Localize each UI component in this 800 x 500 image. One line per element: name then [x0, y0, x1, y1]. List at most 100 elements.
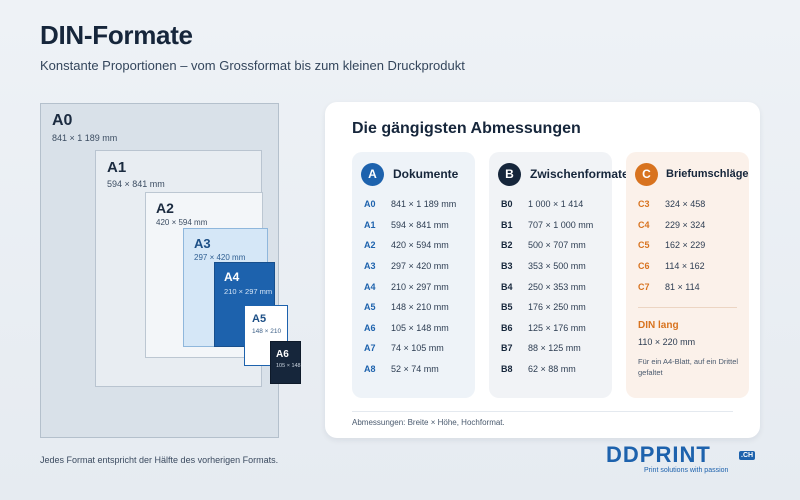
badge-b: B [498, 162, 521, 186]
badge-c: C [635, 162, 658, 186]
list-item: B0 1 000 × 1 414 [501, 194, 593, 215]
list-item: C5 162 × 229 [638, 235, 705, 256]
din-lang-dim: 110 × 220 mm [638, 337, 696, 347]
column-title: Zwischenformate [530, 167, 629, 181]
format-dim: 88 × 125 mm [528, 343, 581, 354]
format-code: B5 [501, 302, 513, 313]
list-item: A0 841 × 1 189 mm [364, 194, 456, 215]
format-dim: 841 × 1 189 mm [391, 199, 457, 210]
format-code: C6 [638, 261, 650, 272]
format-code: B4 [501, 281, 513, 292]
column-title: Dokumente [393, 167, 459, 181]
format-code: B0 [501, 199, 513, 210]
format-dim: 81 × 114 [665, 281, 700, 292]
format-code: B1 [501, 219, 513, 230]
list-item: C3 324 × 458 [638, 194, 705, 215]
format-dim: 176 × 250 mm [528, 302, 586, 313]
format-code: A4 [364, 281, 376, 292]
format-dim: 229 × 324 [665, 219, 706, 230]
format-dim: 105 × 148 mm [391, 322, 449, 333]
column-header: C Briefumschläge [635, 162, 749, 186]
list-item: C7 81 × 114 [638, 276, 705, 297]
format-dim: 297 × 420 mm [391, 261, 449, 272]
format-code: A7 [364, 343, 376, 354]
list-item: B7 88 × 125 mm [501, 338, 593, 359]
format-code: A3 [364, 261, 376, 272]
format-code: C4 [638, 219, 650, 230]
din-lang-note: Für ein A4-Blatt, auf ein Drittel gefalt… [638, 357, 739, 377]
format-code: C3 [638, 199, 650, 210]
sheet-a2-label: A2 [156, 200, 174, 216]
card-title: Die gängigsten Abmessungen [352, 120, 581, 137]
sheet-a4-label: A4 [224, 270, 240, 284]
format-dim: 162 × 229 [665, 240, 706, 251]
size-list: B0 1 000 × 1 414 B1 707 × 1 000 mm B2 500 ×… [501, 194, 593, 379]
sheet-a6-label: A6 [276, 349, 289, 360]
divider [638, 307, 737, 308]
format-dim: 250 × 353 mm [528, 281, 586, 292]
list-item: B4 250 × 353 mm [501, 276, 593, 297]
format-dim: 148 × 210 mm [391, 302, 449, 313]
list-item: C4 229 × 324 [638, 215, 705, 236]
sheet-a2-dim: 420 × 594 mm [156, 218, 208, 227]
sheet-a1-label: A1 [107, 159, 127, 176]
list-item: B5 176 × 250 mm [501, 297, 593, 318]
list-item: C6 114 × 162 [638, 256, 705, 277]
column-header: A Dokumente [361, 162, 458, 186]
format-code: A8 [364, 364, 376, 375]
format-code: A1 [364, 219, 376, 230]
list-item: A5 148 × 210 mm [364, 297, 456, 318]
divider [352, 411, 733, 412]
brand-tagline: Print solutions with passion [644, 467, 729, 474]
sheet-a6-dim: 105 × 148 [276, 363, 301, 369]
sheet-a3-label: A3 [194, 236, 211, 251]
column-header: B Zwischenformate [498, 162, 629, 186]
list-item: A1 594 × 841 mm [364, 215, 456, 236]
format-code: B2 [501, 240, 513, 251]
format-dim: 125 × 176 mm [528, 322, 586, 333]
list-item: B2 500 × 707 mm [501, 235, 593, 256]
sheet-a4-dim: 210 × 297 mm [224, 287, 273, 296]
card-footnote: Abmessungen: Breite × Höhe, Hochformat. [352, 418, 505, 427]
page-subtitle: Konstante Proportionen – vom Grossformat… [40, 58, 465, 73]
format-code: C5 [638, 240, 650, 251]
list-item: B8 62 × 88 mm [501, 359, 593, 380]
format-dim: 500 × 707 mm [528, 240, 586, 251]
list-item: A4 210 × 297 mm [364, 276, 456, 297]
format-dim: 1 000 × 1 414 [528, 199, 584, 210]
brand-logo: DDPRINT .CH Print solutions with passion [606, 442, 756, 482]
format-dim: 210 × 297 mm [391, 281, 449, 292]
format-code: C7 [638, 281, 650, 292]
format-dim: 52 × 74 mm [391, 364, 439, 375]
sheet-a5-label: A5 [252, 313, 267, 325]
list-item: A8 52 × 74 mm [364, 359, 456, 380]
list-item: B3 353 × 500 mm [501, 256, 593, 277]
brand-name: DDPRINT [606, 442, 711, 467]
sheet-a1-dim: 594 × 841 mm [107, 179, 165, 189]
list-item: A6 105 × 148 mm [364, 318, 456, 339]
diagram-caption: Jedes Format entspricht der Hälfte des v… [40, 455, 279, 465]
column-title: Briefumschläge [666, 168, 749, 180]
list-item: A7 74 × 105 mm [364, 338, 456, 359]
column-briefumschlaege: C Briefumschläge C3 324 × 458 C4 229 × 324… [626, 152, 749, 398]
list-item: A3 297 × 420 mm [364, 256, 456, 277]
format-code: B7 [501, 343, 513, 354]
din-lang-title: DIN lang [638, 320, 679, 331]
format-code: B6 [501, 322, 513, 333]
column-zwischenformate: B Zwischenformate B0 1 000 × 1 414 B1 707 … [489, 152, 629, 398]
dimensions-card: Die gängigsten Abmessungen A Dokumente A… [325, 102, 760, 438]
sheet-a6: A6 105 × 148 [270, 341, 301, 384]
list-item: B6 125 × 176 mm [501, 318, 593, 339]
sheet-a0-dim: 841 × 1 189 mm [52, 133, 118, 143]
format-dim: 114 × 162 [665, 261, 705, 272]
format-dim: 353 × 500 mm [528, 261, 586, 272]
format-dim: 594 × 841 mm [391, 219, 449, 230]
format-dim: 74 × 105 mm [391, 343, 444, 354]
size-list: A0 841 × 1 189 mm A1 594 × 841 mm A2 420 × … [364, 194, 456, 379]
format-code: A2 [364, 240, 376, 251]
format-dim: 62 × 88 mm [528, 364, 576, 375]
format-code: B8 [501, 364, 513, 375]
list-item: A2 420 × 594 mm [364, 235, 456, 256]
format-code: B3 [501, 261, 513, 272]
sheet-a3-dim: 297 × 420 mm [194, 253, 246, 262]
